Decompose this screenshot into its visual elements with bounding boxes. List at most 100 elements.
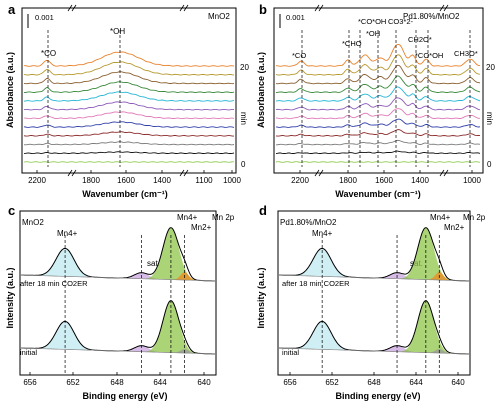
- panel-letter-c: c: [8, 203, 15, 218]
- panel-c-series-label-after: after 18 min CO2ER: [20, 279, 88, 288]
- mn4-right-peak-fill: [21, 227, 215, 281]
- panel-b-tick-label: 1000: [463, 176, 481, 185]
- spectrum-line: [23, 121, 235, 128]
- spectrum-line: [275, 54, 481, 76]
- panel-b-tick-label: 1600: [375, 176, 393, 185]
- panel-a-annotation-co: *CO: [41, 49, 56, 58]
- panel-d-x-axis-title: Binding energy (eV): [335, 391, 420, 401]
- panel-c-tick-label: 640: [197, 378, 211, 387]
- panel-a-tick-label: 1000: [223, 176, 241, 185]
- spectrum-line: [23, 71, 235, 85]
- spectrum-line: [276, 139, 481, 146]
- panel-c-tick-label: 656: [23, 378, 37, 387]
- panel-c-x-axis-title: Binding energy (eV): [82, 391, 167, 401]
- panel-b-tick-label: 1800: [339, 176, 357, 185]
- panel-d-tick-label: 652: [325, 378, 339, 387]
- panel-d-label-core: Mn 2p: [463, 213, 486, 222]
- spectrum-line: [23, 141, 235, 146]
- panel-b-time-top: 20: [486, 63, 495, 72]
- spectrum-line: [23, 91, 235, 102]
- panel-b-annotation: CH2O*: [408, 35, 432, 44]
- panel-b: b Pd1.80%/MnO2 0.001 20 min 0 *CO *CHO *…: [256, 2, 495, 199]
- panel-a-material: MnO2: [208, 12, 230, 21]
- panel-c-tick-label: 648: [110, 378, 124, 387]
- spectrum-line: [23, 131, 234, 137]
- panel-d-label-mn4-left: Mn4+: [312, 229, 333, 238]
- mn4-right-peak-fill: [279, 227, 469, 281]
- panel-b-annotation: CO3*2-: [388, 17, 414, 26]
- chart-marks: [19, 4, 484, 376]
- panel-a-time-top: 20: [240, 63, 249, 72]
- axis-break-mark: [314, 4, 324, 12]
- panel-a-tick-label: 1800: [82, 176, 100, 185]
- panel-d-tick-label: 656: [283, 378, 297, 387]
- panel-a-tick-label: 1400: [153, 176, 171, 185]
- panel-d-tick-label: 644: [409, 378, 423, 387]
- mn4-right-peak-fill: [279, 300, 469, 354]
- panel-b-scale-label: 0.001: [286, 13, 305, 22]
- mn4-left-peak-fill: [21, 248, 215, 281]
- spectrum-line: [23, 61, 235, 76]
- panel-d-label-mn4-right: Mn4+: [430, 213, 451, 222]
- panel-d-series-label-after: after 18 min CO2ER: [282, 279, 350, 288]
- axis-break-mark: [67, 4, 77, 12]
- panel-d-series-label-initial: initial: [282, 348, 299, 357]
- panel-c-axes: [19, 210, 217, 376]
- panel-b-tick-label: 1400: [411, 176, 429, 185]
- panel-a-tick-label: 1600: [117, 176, 135, 185]
- panel-b-annotation: *CO*OH: [358, 17, 386, 26]
- panel-d-label-mn2: Mn2+: [444, 223, 465, 232]
- axis-break-mark: [179, 169, 189, 177]
- panel-c-label-mn4-right: Mn4+: [177, 213, 198, 222]
- panel-c-series-label-initial: initial: [20, 348, 37, 357]
- panel-c-label-mn4-left: Mn4+: [57, 229, 78, 238]
- panel-letter-b: b: [259, 2, 267, 17]
- spectrum-line: [275, 43, 481, 67]
- axis-break-mark: [439, 4, 449, 12]
- axis-break-mark: [314, 169, 324, 177]
- mn4-left-peak-fill: [279, 248, 469, 281]
- axis-break-mark: [179, 4, 189, 12]
- spectrum-line: [23, 101, 234, 111]
- panel-b-tick-label: 2200: [291, 176, 309, 185]
- panel-c-y-axis-title: Intensity (a.u.): [5, 267, 15, 328]
- xps-baseline: [278, 347, 470, 355]
- xps-baseline: [20, 274, 216, 282]
- panel-a-annotation-oh: *OH: [110, 27, 125, 36]
- panel-a-time-label: min: [239, 112, 248, 125]
- panel-a-scale-label: 0.001: [35, 13, 54, 22]
- panel-d: d Pd1.80%/MnO2 Mn4+ Mn4+ Mn 2p Mn2+ sat.…: [256, 203, 486, 401]
- panel-b-time-bottom: 0: [487, 160, 492, 169]
- panel-d-material: Pd1.80%/MnO2: [280, 218, 337, 227]
- spectrum-line: [275, 118, 481, 128]
- panel-letter-a: a: [8, 2, 16, 17]
- panel-b-x-axis-title: Wavenumber (cm⁻¹): [335, 189, 420, 199]
- spectrum-line: [275, 86, 481, 102]
- panel-letter-d: d: [259, 203, 267, 218]
- panel-b-axes: [273, 7, 484, 174]
- panel-d-tick-label: 640: [451, 378, 465, 387]
- axis-break-mark: [439, 169, 449, 177]
- panel-b-annotation: CH3O*: [454, 49, 478, 58]
- panel-c-tick-label: 652: [66, 378, 80, 387]
- panel-c-label-mn2: Mn2+: [191, 223, 212, 232]
- xps-baseline: [20, 347, 216, 355]
- panel-b-annotation: *CO*OH: [415, 51, 443, 60]
- xps-baseline: [278, 274, 470, 282]
- spectrum-line: [275, 129, 481, 137]
- panel-a: a MnO2 0.001 20 min 0 *CO *OH 2200 1800 …: [5, 2, 249, 199]
- panel-c-material: MnO2: [22, 218, 44, 227]
- panel-d-tick-label: 648: [367, 378, 381, 387]
- panel-c: c MnO2 Mn4+ Mn4+ Mn 2p Mn2+ sat. after 1…: [5, 203, 235, 401]
- panel-c-label-sat: sat.: [147, 259, 160, 268]
- panel-a-time-bottom: 0: [241, 160, 246, 169]
- spectrum-line: [23, 151, 235, 155]
- panel-a-y-axis-title: Absorbance (a.u.): [5, 52, 15, 128]
- spectrum-line: [24, 111, 235, 120]
- panel-a-tick-label: 1100: [195, 176, 213, 185]
- axis-break-mark: [67, 169, 77, 177]
- spectrum-line: [23, 161, 235, 163]
- panel-b-annotation: *CHO: [342, 39, 362, 48]
- spectrum-line: [23, 81, 235, 93]
- panel-c-label-core: Mn 2p: [212, 213, 235, 222]
